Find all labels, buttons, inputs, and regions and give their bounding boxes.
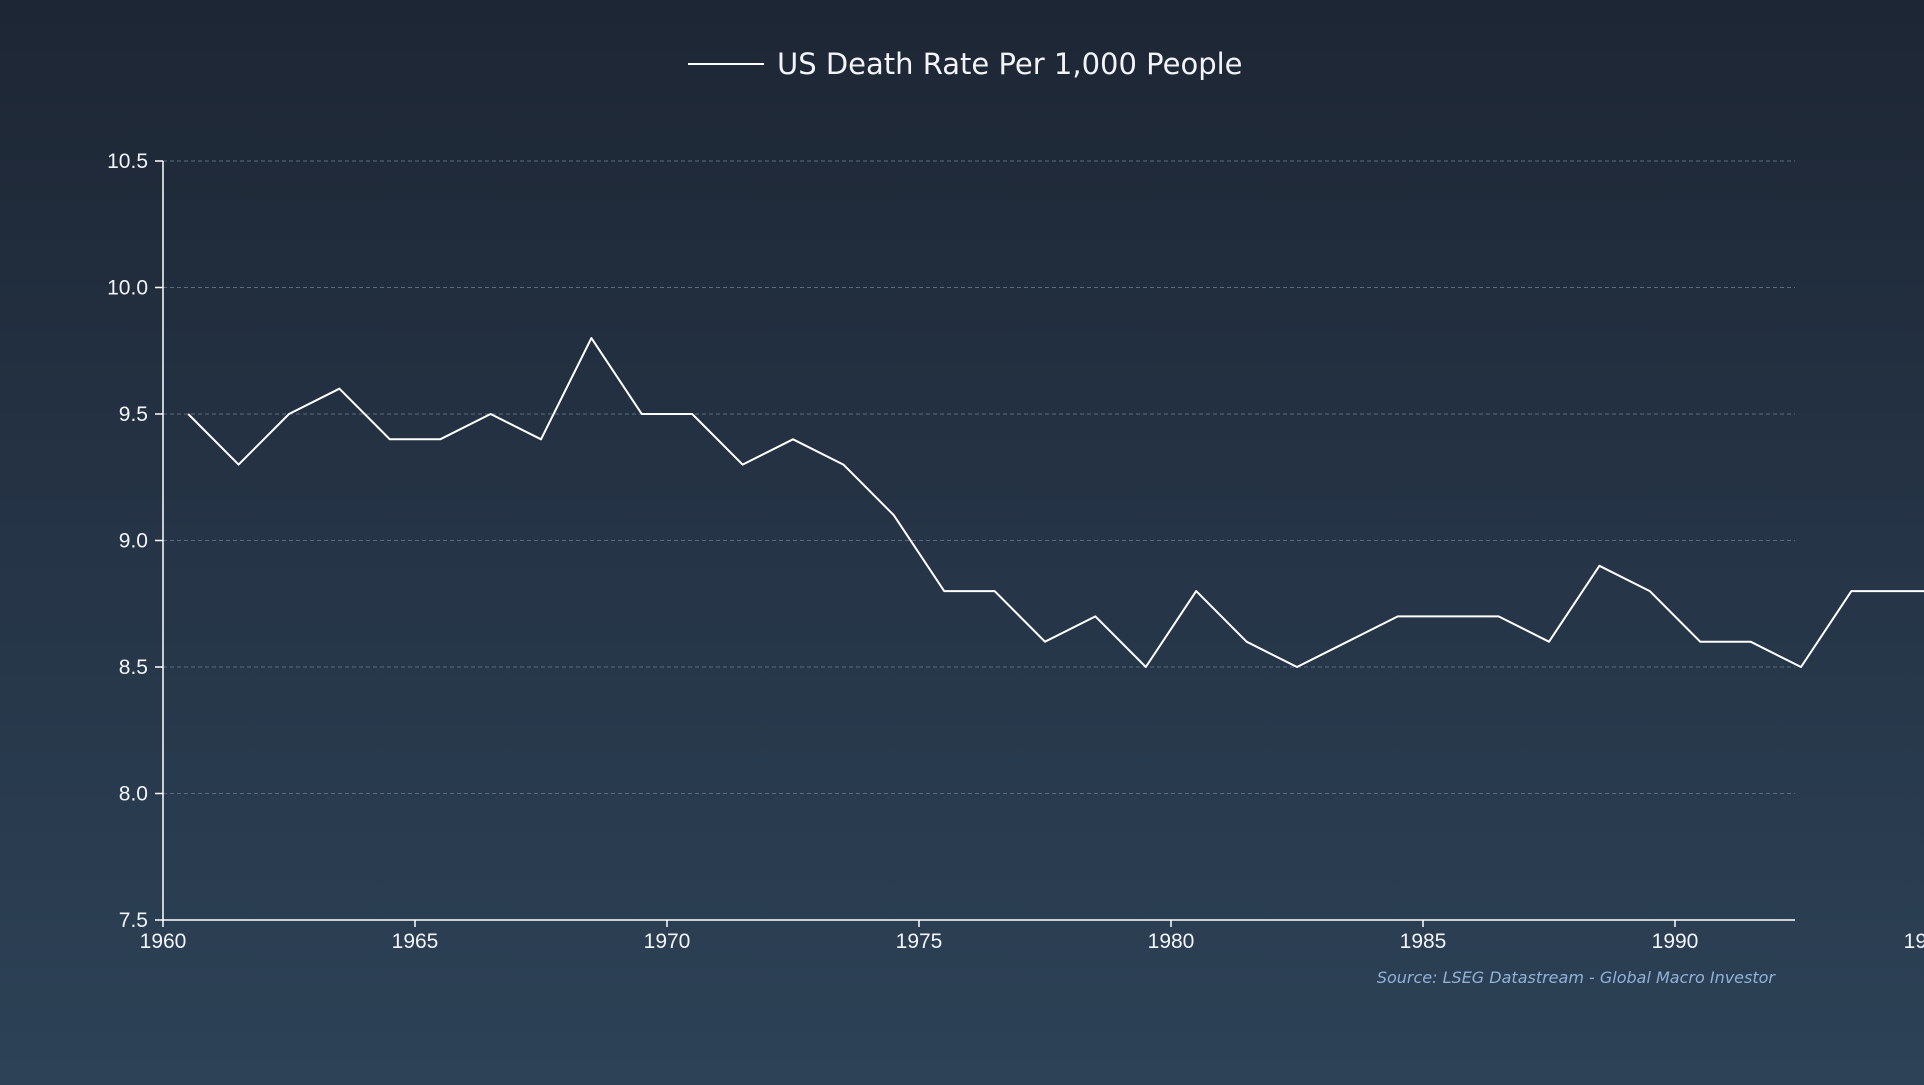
- y-tick-label: 9.0: [119, 530, 148, 553]
- y-tick-label: 10.5: [107, 150, 148, 173]
- series-line: [187, 337, 1924, 668]
- x-tick-label: 1970: [644, 930, 691, 953]
- legend: US Death Rate Per 1,000 People: [688, 47, 1243, 81]
- y-tick-label: 10.0: [107, 277, 148, 300]
- x-tick-label: 1960: [140, 930, 187, 953]
- y-tick-label: 7.5: [119, 909, 148, 932]
- y-tick-label: 8.0: [119, 783, 148, 806]
- y-tick-label: 8.5: [119, 656, 148, 679]
- source-note: Source: LSEG Datastream - Global Macro I…: [1377, 968, 1777, 987]
- x-tick-labels: 1960196519701975198019851990199520002005…: [140, 920, 1924, 953]
- x-tick-label: 1980: [1148, 930, 1195, 953]
- x-tick-label: 1990: [1652, 930, 1699, 953]
- gridlines: [163, 160, 1795, 794]
- y-tick-label: 9.5: [119, 403, 148, 426]
- plot-area: [187, 337, 1924, 668]
- x-tick-label: 1975: [896, 930, 943, 953]
- x-tick-label: 1985: [1400, 930, 1447, 953]
- x-tick-label: 1965: [392, 930, 439, 953]
- legend-label: US Death Rate Per 1,000 People: [777, 47, 1243, 81]
- x-tick-label: 1995: [1904, 930, 1924, 953]
- y-tick-labels: 7.5 8.0 8.5 9.0 9.5 10.0 10.5: [107, 150, 163, 932]
